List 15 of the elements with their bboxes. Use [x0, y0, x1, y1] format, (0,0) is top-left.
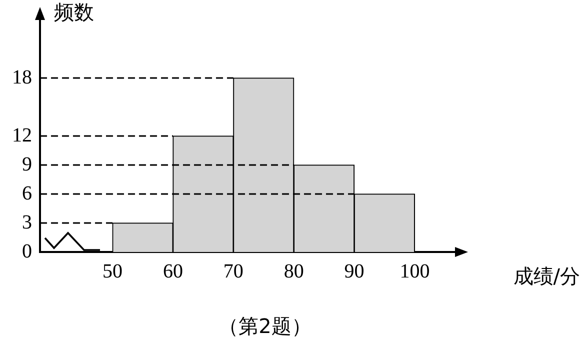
x-tick-label: 80: [284, 260, 304, 282]
y-axis-title: 频数: [54, 0, 94, 24]
y-tick-label: 12: [12, 124, 32, 146]
x-tick-label: 70: [223, 260, 244, 282]
x-tick-label: 90: [344, 260, 364, 282]
y-tick-label: 0: [22, 240, 32, 262]
x-tick-label: 100: [400, 260, 430, 282]
x-tick-label: 60: [162, 260, 183, 282]
y-tick-label: 6: [22, 182, 32, 204]
x-axis-title: 成绩/分: [513, 264, 580, 288]
text: （第2题）: [218, 314, 312, 338]
y-tick-label: 18: [12, 66, 32, 88]
y-tick-label: 9: [22, 153, 32, 176]
y-tick-label: 3: [22, 211, 32, 234]
x-tick-label: 50: [102, 260, 123, 282]
